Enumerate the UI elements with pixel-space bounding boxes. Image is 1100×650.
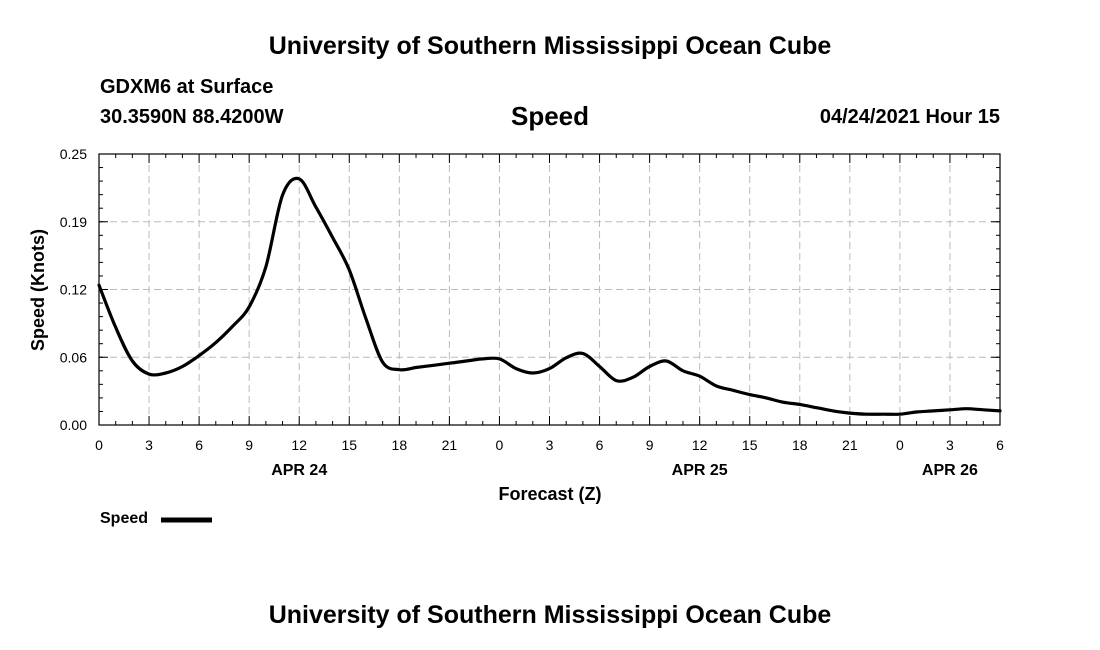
x-tick-label: 6 [996, 437, 1004, 453]
y-tick-label: 0.12 [60, 282, 87, 298]
y-tick-label: 0.19 [60, 214, 87, 230]
speed-series-line [97, 176, 1002, 416]
x-tick-label: 9 [646, 437, 654, 453]
chart-title-top: University of Southern Mississippi Ocean… [268, 32, 832, 60]
x-tick-label: 0 [496, 437, 504, 453]
date-label: APR 24 [271, 462, 327, 479]
x-tick-label: 18 [792, 437, 808, 453]
y-axis-label: Speed (Knots) [28, 229, 48, 351]
grid-lines [99, 154, 1000, 425]
x-tick-label: 21 [442, 437, 458, 453]
y-tick-label: 0.25 [60, 146, 87, 162]
axis-ticks [98, 153, 1001, 426]
tick-labels: 0 3 6 9 12 15 18 21 0 3 6 9 12 15 18 21 0 3 6 0.00 0.06 0.12 0… [60, 146, 1004, 479]
x-tick-label: 3 [946, 437, 954, 453]
x-tick-label: 12 [692, 437, 708, 453]
x-tick-label: 21 [842, 437, 858, 453]
x-tick-label: 0 [896, 437, 904, 453]
x-tick-label: 15 [341, 437, 357, 453]
y-tick-label: 0.06 [60, 349, 87, 365]
x-tick-label: 18 [392, 437, 408, 453]
x-tick-label: 9 [245, 437, 253, 453]
x-axis-label: Forecast (Z) [498, 484, 601, 504]
x-tick-label: 6 [596, 437, 604, 453]
x-tick-label: 15 [742, 437, 758, 453]
chart-title-bottom: University of Southern Mississippi Ocean… [268, 601, 832, 629]
x-tick-label: 3 [546, 437, 554, 453]
x-tick-label: 3 [145, 437, 153, 453]
x-tick-label: 0 [95, 437, 103, 453]
x-tick-label: 12 [291, 437, 307, 453]
x-tick-label: 6 [195, 437, 203, 453]
legend-label: Speed [100, 510, 149, 527]
station-name: GDXM6 at Surface [100, 76, 274, 98]
date-label: APR 26 [922, 462, 978, 479]
y-tick-label: 0.00 [60, 417, 87, 433]
station-coordinates: 30.3590N 88.4200W [100, 106, 284, 128]
variable-title: Speed [510, 101, 590, 131]
forecast-datetime: 04/24/2021 Hour 15 [819, 106, 1000, 128]
date-label: APR 25 [672, 462, 728, 479]
